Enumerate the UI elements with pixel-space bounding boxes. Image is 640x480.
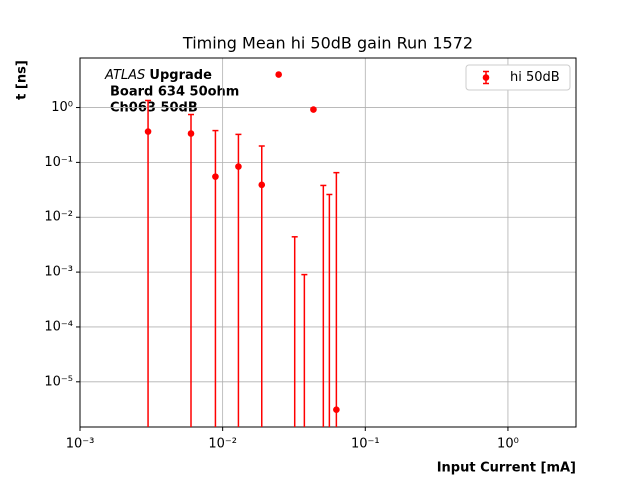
x-tick-label: 10⁻³ — [66, 437, 95, 452]
marker — [144, 128, 152, 135]
marker — [310, 106, 317, 113]
y-tick-label: 10⁰ — [51, 100, 73, 115]
y-tick-label: 10⁻⁴ — [44, 319, 73, 334]
annotation: Ch063 50dB — [110, 101, 198, 116]
legend-label: hi 50dB — [510, 70, 560, 85]
marker — [275, 71, 282, 78]
x-tick-label: 10⁻¹ — [351, 437, 380, 452]
marker — [258, 181, 266, 189]
x-axis-label: Input Current [mA] — [437, 461, 576, 476]
annotation-upgrade: Upgrade — [149, 68, 212, 83]
marker — [212, 173, 219, 180]
legend-box — [465, 64, 571, 91]
annotation-atlas: ATLAS — [104, 68, 145, 83]
marker — [235, 163, 242, 170]
marker — [333, 406, 340, 414]
x-tick-label: 10⁻² — [208, 437, 237, 452]
legend-marker — [482, 74, 490, 81]
x-tick-label: 10⁰ — [497, 437, 519, 452]
y-axis-label: t [ns] — [15, 60, 30, 100]
annotation: ATLAS Upgrade — [104, 68, 212, 83]
y-tick-label: 10⁻⁵ — [44, 374, 73, 389]
annotation: Board 634 50ohm — [110, 85, 239, 100]
chart-title: Timing Mean hi 50dB gain Run 1572 — [182, 34, 473, 53]
marker — [187, 130, 195, 137]
y-tick-label: 10⁻¹ — [44, 155, 73, 170]
plot-frame — [79, 57, 577, 428]
plot-area — [144, 71, 340, 427]
y-tick-label: 10⁻² — [44, 210, 73, 225]
y-tick-label: 10⁻³ — [44, 265, 73, 280]
